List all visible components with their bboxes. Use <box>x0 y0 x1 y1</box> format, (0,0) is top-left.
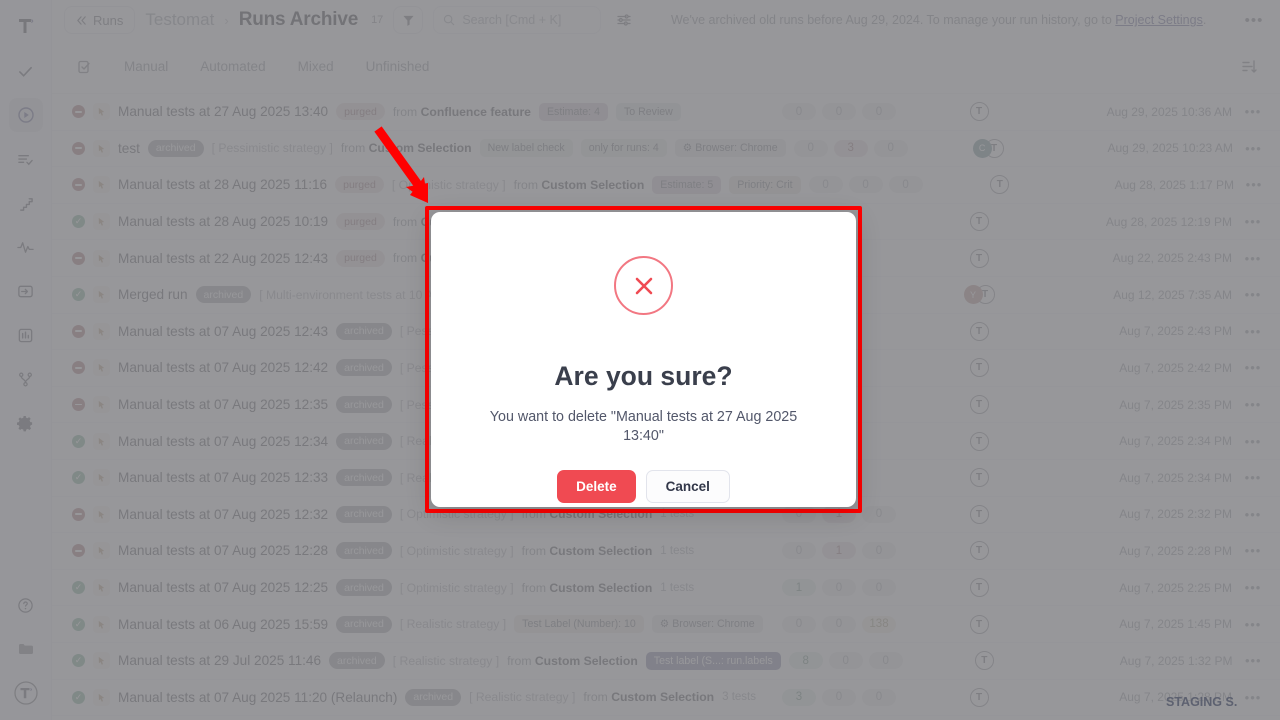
red-arrow-annotation <box>370 125 440 210</box>
error-circle-x-icon <box>614 256 673 315</box>
confirm-delete-dialog: Are you sure? You want to delete "Manual… <box>431 212 856 507</box>
cancel-button[interactable]: Cancel <box>645 469 730 503</box>
dialog-message: You want to delete "Manual tests at 27 A… <box>489 409 798 444</box>
dialog-actions: Delete Cancel <box>557 469 730 503</box>
staging-status-text: STAGING S. <box>1166 695 1238 709</box>
dialog-title: Are you sure? <box>554 361 733 391</box>
delete-button[interactable]: Delete <box>557 469 636 503</box>
modal-highlight-box <box>425 206 862 513</box>
